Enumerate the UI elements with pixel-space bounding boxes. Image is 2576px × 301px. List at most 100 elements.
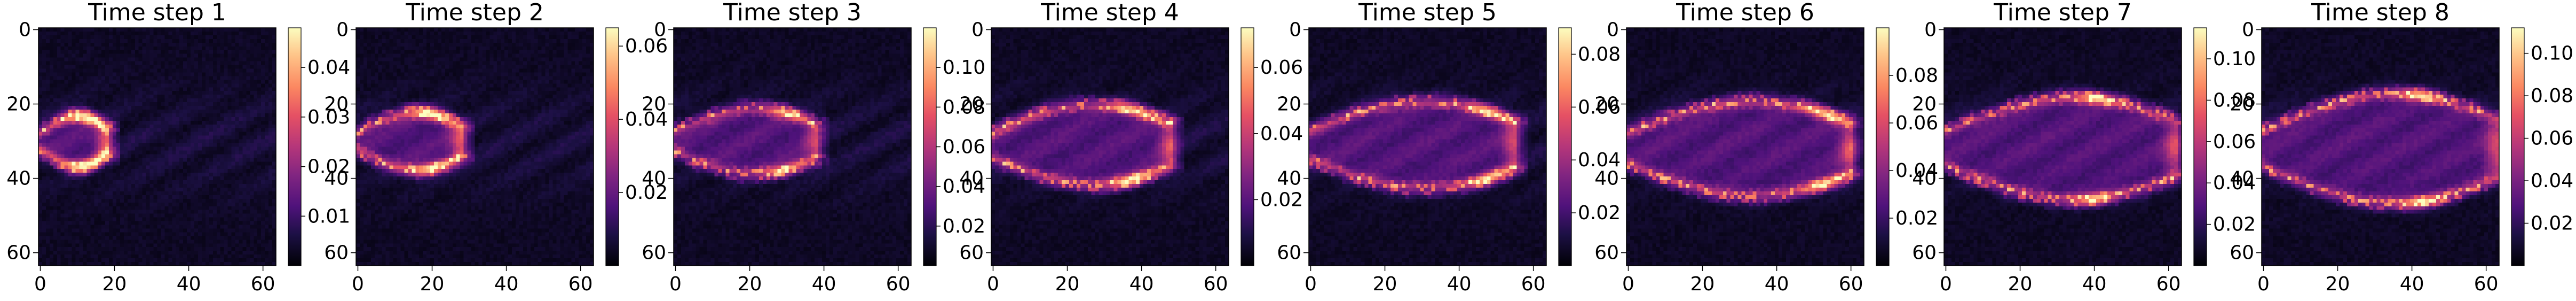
colorbar-tick-label: 0.04 (307, 57, 350, 79)
y-tick-label: 20 (6, 94, 31, 115)
y-tick-label: 20 (642, 94, 666, 115)
panel-title: Time step 4 (1040, 0, 1179, 26)
colorbar-tick-label: 0.04 (943, 176, 985, 198)
colorbar (605, 27, 619, 266)
x-tick-label: 40 (2082, 273, 2107, 295)
axes-frame (1943, 27, 2182, 266)
colorbar-tick-label: 0.10 (2531, 43, 2573, 65)
x-tick-label: 20 (1690, 273, 1715, 295)
x-tick-label: 60 (2474, 273, 2499, 295)
x-tick-label: 0 (2257, 273, 2270, 295)
y-tick-label: 60 (324, 242, 349, 264)
heatmap-panel-5: Time step 50 20 40 6002040600.020.040.060.0… (1277, 0, 1621, 295)
colorbar-tick-label: 0.08 (2531, 85, 2573, 107)
colorbar-tick-label: 0.03 (307, 106, 350, 128)
y-tick-label: 40 (959, 168, 984, 190)
axes-frame (2261, 27, 2500, 266)
colorbar-tick-label: 0.02 (1578, 202, 1621, 224)
y-tick-label: 0 (1289, 19, 1301, 41)
colorbar-tick-label: 0.01 (307, 205, 350, 227)
panel-title: Time step 5 (1358, 0, 1497, 26)
y-tick-label: 60 (2230, 242, 2254, 264)
axes-frame (38, 27, 276, 266)
x-tick-label: 60 (1521, 273, 1546, 295)
colorbar-tick-label: 0.04 (625, 109, 668, 130)
heatmap-image (356, 28, 594, 266)
y-tick-label: 0 (654, 19, 666, 41)
heatmap-panel-1: Time step 1 0 20 40 60 0 20 40 60 0.01 0.02 0.03 0.0… (6, 0, 350, 295)
y-tick-label: 0 (1924, 19, 1937, 41)
colorbar-tick-label: 0.06 (625, 35, 668, 57)
y-tick-label: 20 (324, 94, 349, 115)
x-tick-label: 60 (2156, 273, 2181, 295)
x-tick-label: 0 (1622, 273, 1634, 295)
colorbar-tick-label: 0.02 (943, 215, 985, 237)
heatmap-image (674, 28, 911, 266)
x-tick-label: 20 (102, 273, 127, 295)
axes-frame (1308, 27, 1547, 266)
y-tick-label: 60 (6, 242, 31, 264)
colorbar-tick-label: 0.02 (2213, 214, 2256, 236)
x-tick-label: 20 (1373, 273, 1397, 295)
y-tick-label: 60 (1594, 242, 1619, 264)
colorbar-tick-label: 0.06 (1895, 112, 1938, 134)
x-tick-label: 60 (1839, 273, 1863, 295)
x-tick-label: 20 (2008, 273, 2033, 295)
y-tick-label: 60 (1277, 242, 1301, 264)
y-tick-label: 20 (1912, 94, 1937, 115)
y-tick-label: 0 (2242, 19, 2254, 41)
colorbar-tick-label: 0.02 (307, 156, 350, 178)
y-tick-label: 0 (19, 19, 31, 41)
panel-title: Time step 1 (88, 0, 226, 26)
panel-title: Time step 7 (1993, 0, 2132, 26)
y-tick-label: 20 (1594, 94, 1619, 115)
y-tick-label: 20 (959, 94, 984, 115)
y-tick-label: 60 (1912, 242, 1937, 264)
heatmap-image (1944, 28, 2182, 266)
colorbar-tick-label: 0.04 (2213, 172, 2256, 194)
colorbar-tick-label: 0.10 (943, 57, 985, 79)
x-tick-label: 20 (2326, 273, 2350, 295)
x-tick-label: 40 (1765, 273, 1789, 295)
x-tick-label: 0 (352, 273, 364, 295)
colorbar-tick-label: 0.08 (2213, 89, 2256, 111)
axes-frame (355, 27, 594, 266)
y-tick-label: 0 (1607, 19, 1619, 41)
x-tick-label: 0 (1305, 273, 1317, 295)
colorbar-tick-label: 0.08 (1895, 65, 1938, 87)
x-tick-label: 40 (177, 273, 201, 295)
colorbar-tick-label: 0.10 (2213, 48, 2256, 70)
y-tick-label: 40 (1277, 168, 1301, 190)
x-tick-label: 60 (251, 273, 275, 295)
x-tick-label: 40 (812, 273, 836, 295)
panel-title: Time step 2 (405, 0, 544, 26)
colorbar-tick-label: 0.06 (1578, 96, 1621, 118)
colorbar-tick-label: 0.02 (1260, 189, 1303, 211)
y-tick-label: 0 (336, 19, 349, 41)
y-tick-label: 20 (2230, 94, 2254, 115)
heatmap-image (1626, 28, 1864, 266)
colorbar-tick-label: 0.06 (2213, 131, 2256, 153)
heatmap-panel-3: Time step 30 20 40 6002040600.020.040.060.0… (642, 0, 985, 295)
heatmap-image (1309, 28, 1546, 266)
x-tick-label: 0 (1940, 273, 1952, 295)
colorbar-tick-label: 0.02 (1895, 207, 1938, 229)
colorbar (1558, 27, 1572, 266)
colorbar (288, 27, 302, 266)
colorbar-tick-label: 0.08 (1578, 43, 1621, 65)
colorbar-tick-label: 0.06 (2531, 128, 2573, 150)
heatmap-image (38, 28, 276, 266)
y-tick-label: 0 (971, 19, 984, 41)
heatmap-panel-8: Time step 80 20 40 6002040600.020.040.060.0… (2230, 0, 2573, 295)
y-tick-label: 40 (6, 168, 31, 190)
x-tick-label: 60 (568, 273, 593, 295)
colorbar (1876, 27, 1890, 266)
panel-title: Time step 6 (1676, 0, 1814, 26)
colorbar (2511, 27, 2525, 266)
colorbar (923, 27, 937, 266)
colorbar-tick-label: 0.04 (1895, 160, 1938, 182)
heatmap-image (2262, 28, 2499, 266)
